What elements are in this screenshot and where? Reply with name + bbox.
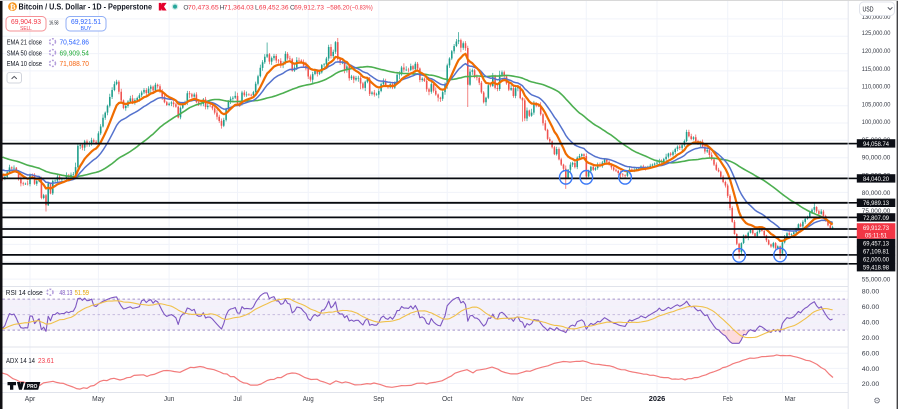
svg-text:RSI 14 close: RSI 14 close <box>6 288 43 297</box>
svg-text:USD: USD <box>863 6 874 13</box>
svg-text:EMA 21 close: EMA 21 close <box>7 38 42 47</box>
svg-text:94,058.74: 94,058.74 <box>863 141 889 148</box>
svg-text:BUY: BUY <box>81 26 92 32</box>
svg-text:105,000.00: 105,000.00 <box>862 101 891 108</box>
svg-text:23.61: 23.61 <box>38 356 54 365</box>
svg-text:120,000.00: 120,000.00 <box>862 48 891 55</box>
svg-text:51.59: 51.59 <box>75 288 89 297</box>
svg-text:SELL: SELL <box>20 26 32 32</box>
svg-text:(−0.83%): (−0.83%) <box>350 4 373 11</box>
svg-text:Bitcoin / U.S. Dollar - 1D - P: Bitcoin / U.S. Dollar - 1D - Pepperstone <box>19 2 153 11</box>
svg-text:70,473.65: 70,473.65 <box>188 4 219 11</box>
svg-text:69,904.93: 69,904.93 <box>11 17 41 26</box>
svg-text:40.00: 40.00 <box>862 366 880 373</box>
svg-text:69,909.54: 69,909.54 <box>60 48 90 57</box>
svg-text:69,457.13: 69,457.13 <box>863 240 889 247</box>
svg-text:76,989.13: 76,989.13 <box>863 200 889 207</box>
svg-text:71,088.70: 71,088.70 <box>60 59 90 68</box>
svg-text:₿: ₿ <box>10 2 16 11</box>
svg-text:Mar: Mar <box>785 396 797 403</box>
svg-text:70,542.86: 70,542.86 <box>60 38 90 47</box>
svg-text:Dec: Dec <box>581 396 592 403</box>
svg-text:80,000.00: 80,000.00 <box>862 190 891 197</box>
svg-text:Nov: Nov <box>512 396 524 403</box>
svg-text:⚙: ⚙ <box>873 396 881 406</box>
svg-text:69,912.73: 69,912.73 <box>294 4 324 11</box>
svg-text:May: May <box>92 396 105 403</box>
svg-text:55,000.00: 55,000.00 <box>862 277 891 284</box>
svg-text:60.00: 60.00 <box>862 304 880 311</box>
svg-text:100,000.00: 100,000.00 <box>862 119 891 126</box>
svg-text:16.58: 16.58 <box>49 20 59 26</box>
svg-text:40.00: 40.00 <box>862 320 880 327</box>
svg-text:69,921.51: 69,921.51 <box>71 17 101 26</box>
svg-text:71,364.03: 71,364.03 <box>224 4 254 11</box>
svg-text:Apr: Apr <box>25 396 36 403</box>
svg-text:05:11:51: 05:11:51 <box>865 233 887 240</box>
svg-text:Sep: Sep <box>373 396 384 403</box>
svg-text:Oct: Oct <box>442 396 453 403</box>
svg-text:ADX 14 14: ADX 14 14 <box>6 356 35 365</box>
svg-text:Jul: Jul <box>233 396 242 403</box>
svg-text:80.00: 80.00 <box>862 289 880 296</box>
svg-text:Jun: Jun <box>164 396 175 403</box>
svg-text:115,000.00: 115,000.00 <box>862 66 891 73</box>
svg-text:69,912.73: 69,912.73 <box>863 225 889 232</box>
svg-text:69,452.36: 69,452.36 <box>259 4 289 11</box>
svg-text:59,418.98: 59,418.98 <box>863 265 889 272</box>
svg-text:20.00: 20.00 <box>862 335 880 342</box>
svg-text:PRO: PRO <box>27 384 38 390</box>
svg-text:SMA 50 close: SMA 50 close <box>7 48 42 57</box>
svg-text:Aug: Aug <box>303 396 314 403</box>
svg-text:EMA 10 close: EMA 10 close <box>7 59 42 68</box>
svg-text:125,000.00: 125,000.00 <box>862 30 891 37</box>
svg-text:Feb: Feb <box>723 396 733 403</box>
svg-text:110,000.00: 110,000.00 <box>862 84 891 91</box>
svg-text:84,040.20: 84,040.20 <box>863 176 889 183</box>
svg-text:48.13: 48.13 <box>59 288 72 297</box>
svg-text:72,807.09: 72,807.09 <box>863 215 889 222</box>
svg-text:60.00: 60.00 <box>862 351 880 358</box>
svg-text:62,000.00: 62,000.00 <box>863 257 889 264</box>
svg-text:20.00: 20.00 <box>862 381 880 388</box>
svg-text:−586.20: −586.20 <box>327 4 350 11</box>
svg-text:67,109.81: 67,109.81 <box>863 248 889 255</box>
svg-text:2026: 2026 <box>649 396 666 403</box>
svg-text:90,000.00: 90,000.00 <box>862 155 891 162</box>
